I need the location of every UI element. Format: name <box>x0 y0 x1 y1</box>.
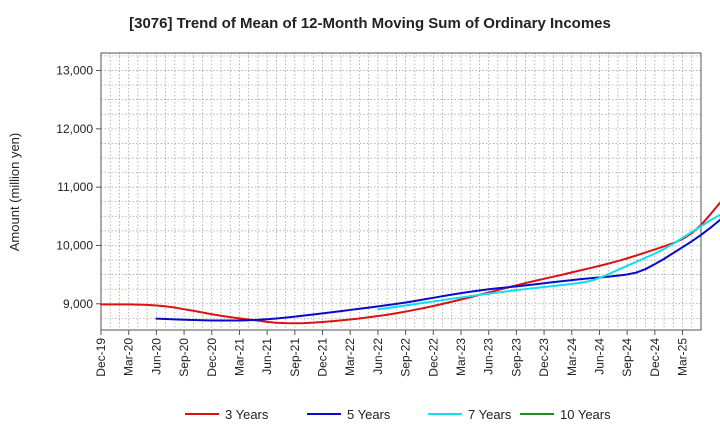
x-tick-label: Mar-21 <box>232 338 246 376</box>
x-tick-label: Jun-20 <box>149 338 163 375</box>
y-tick-label: 10,000 <box>56 238 93 252</box>
x-tick-label: Dec-21 <box>316 338 330 377</box>
x-tick-label: Sep-22 <box>399 338 413 377</box>
x-tick-label: Dec-19 <box>94 338 108 377</box>
x-tick-label: Jun-24 <box>592 338 606 375</box>
x-tick-label: Dec-23 <box>537 338 551 377</box>
grid-layer <box>101 53 701 330</box>
plot-frame <box>100 52 702 331</box>
x-tick-label: Mar-25 <box>676 338 690 376</box>
series-line-3-years <box>100 201 720 325</box>
y-tick-label: 11,000 <box>57 180 93 194</box>
x-tick-label: Jun-21 <box>260 338 274 375</box>
x-tick-label: Mar-23 <box>454 338 468 376</box>
x-tick-label: Sep-24 <box>620 338 634 377</box>
y-tick-label: 13,000 <box>56 63 93 77</box>
series-line-5-years <box>155 218 720 322</box>
x-tick-label: Mar-20 <box>122 338 136 376</box>
legend-label-3-years: 3 Years <box>225 407 269 422</box>
x-tick-label: Mar-22 <box>343 338 357 376</box>
legend: 3 Years 5 Years 7 Years 10 Years <box>185 407 611 422</box>
y-tick-label: 9,000 <box>63 297 93 311</box>
x-tick-label: Sep-21 <box>288 338 302 377</box>
x-tick-label: Jun-23 <box>482 338 496 375</box>
x-tick-label: Sep-23 <box>509 338 523 377</box>
legend-label-7-years: 7 Years <box>468 407 512 422</box>
series-line-7-years <box>376 213 720 311</box>
legend-label-5-years: 5 Years <box>347 407 391 422</box>
chart-title: [3076] Trend of Mean of 12-Month Moving … <box>129 15 611 32</box>
series-layer <box>100 201 720 325</box>
x-tick-label: Mar-24 <box>565 338 579 376</box>
y-tick-label: 12,000 <box>56 122 93 136</box>
x-tick-label: Dec-20 <box>205 338 219 377</box>
y-axis-label: Amount (million yen) <box>7 133 22 252</box>
x-tick-label: Dec-22 <box>426 338 440 377</box>
x-tick-label: Dec-24 <box>648 338 662 377</box>
y-axis-ticks: 9,000 10,000 11,000 12,000 13,000 <box>56 63 101 311</box>
x-axis-ticks: Dec-19 Mar-20 Jun-20 Sep-20 Dec-20 Mar-21 Jun-… <box>94 330 690 377</box>
x-tick-label: Sep-20 <box>177 338 191 377</box>
x-tick-label: Jun-22 <box>371 338 385 375</box>
legend-label-10-years: 10 Years <box>560 407 611 422</box>
